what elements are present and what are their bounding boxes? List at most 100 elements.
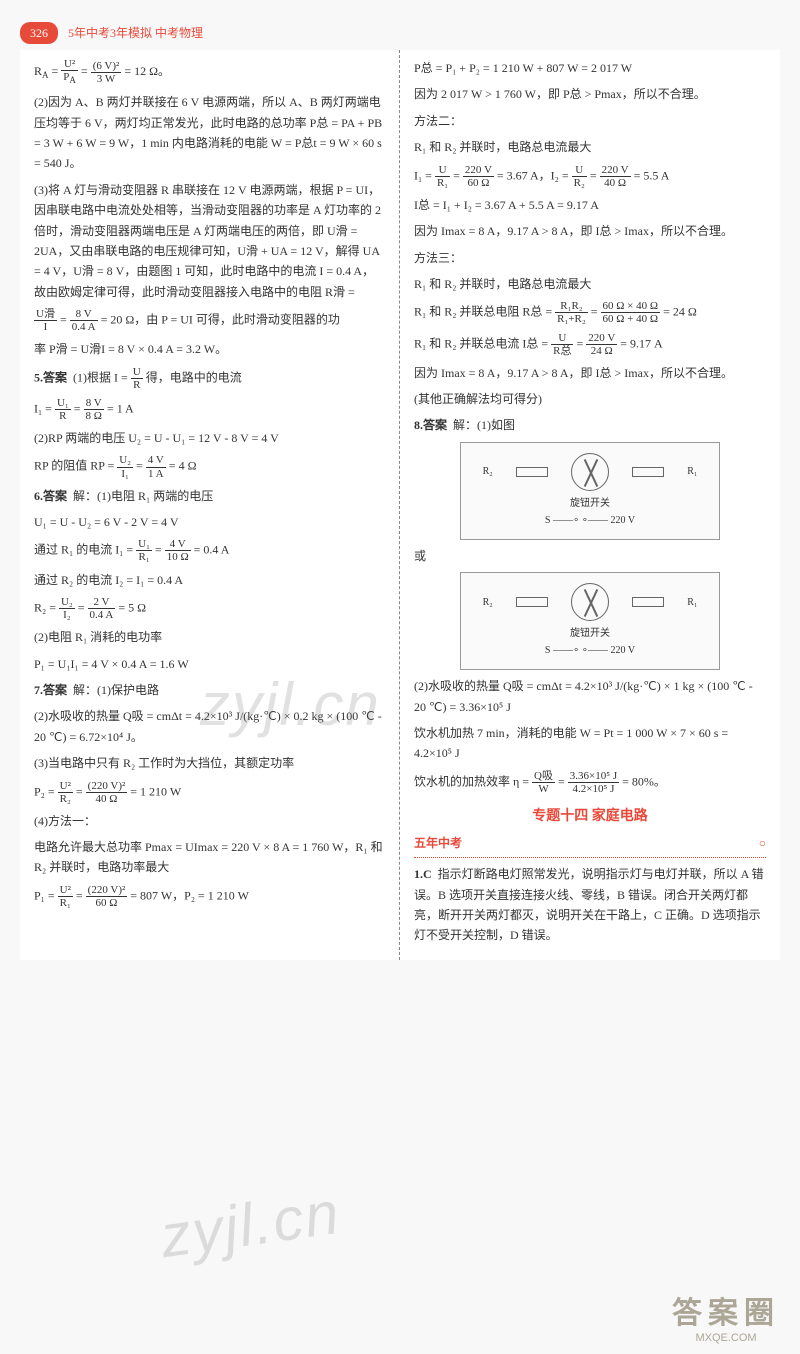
numerator: 60 Ω × 40 Ω — [601, 300, 661, 313]
numerator: U — [572, 164, 587, 177]
q8-p4: 饮水机的加热效率 η = Q吸W = 3.36×10⁵ J4.2×10⁵ J =… — [414, 770, 766, 795]
answer-label: 6.答案 — [34, 489, 67, 503]
circuit-row: R₂ R₁ — [471, 583, 709, 621]
para-3c: 率 P滑 = U滑I = 8 V × 0.4 A = 3.2 W。 — [34, 339, 385, 359]
q1: 1.C 指示灯断路电灯照常发光，说明指示灯与电灯并联，所以 A 错误。B 选项开… — [414, 864, 766, 946]
q6-l1: U₁ = U - U₂ = 6 V - 2 V = 4 V — [34, 512, 385, 532]
fraction: (220 V)²60 Ω — [86, 884, 128, 909]
text: 饮水机的加热效率 η = — [414, 774, 529, 788]
r9: R₁ 和 R₂ 并联时，电路总电流最大 — [414, 274, 766, 294]
denominator: R₁ — [58, 897, 73, 909]
r3: 方法二： — [414, 111, 766, 131]
q6-l4: R₂ = U₂I₂ = 2 V0.4 A = 5 Ω — [34, 596, 385, 621]
r7: 因为 Imax = 8 A，9.17 A > 8 A，即 I总 > Imax，所… — [414, 221, 766, 241]
resistor-icon — [632, 597, 664, 607]
denominator: 60 Ω — [86, 897, 128, 909]
switch-label: 旋钮开关 — [471, 625, 709, 642]
answer-label: 7.答案 — [34, 683, 67, 697]
text: R — [34, 64, 42, 78]
fraction: U滑I — [34, 308, 57, 333]
text: 五年中考 — [414, 836, 462, 850]
denominator: R — [131, 379, 143, 391]
text: = 12 Ω。 — [124, 64, 170, 78]
denominator: 60 Ω + 40 Ω — [601, 313, 661, 325]
fraction: U₁R — [55, 397, 71, 422]
fraction: Q吸W — [532, 770, 555, 795]
text: 通过 R₁ 的电流 I₁ = — [34, 543, 133, 557]
left-column: RA = U²PA = (6 V)²3 W = 12 Ω。 (2)因为 A、B … — [20, 50, 400, 960]
fraction: UR — [131, 366, 143, 391]
text: = 80%。 — [622, 774, 666, 788]
text: 解：(1)电阻 R₁ 两端的电压 — [73, 489, 213, 503]
text: = 4 Ω — [169, 459, 197, 473]
q6: 6.答案 解：(1)电阻 R₁ 两端的电压 — [34, 486, 385, 506]
numerator: U₂ — [117, 454, 133, 467]
text: I₁ = — [414, 168, 432, 182]
text: = 1 210 W — [130, 784, 181, 798]
text: (3)将 A 灯与滑动变阻器 R 串联接在 12 V 电源两端，根据 P = U… — [34, 183, 381, 299]
dot-icon: ○ — [759, 833, 766, 853]
text: 解：(1)如图 — [453, 418, 515, 432]
q7-p4c: P₁ = U²R₁ = (220 V)²60 Ω = 807 W，P₂ = 1 … — [34, 884, 385, 909]
numerator: U₁ — [136, 538, 152, 551]
fraction: U²R₁ — [58, 884, 73, 909]
q5-p3: RP 的阻值 RP = U₂I₁ = 4 V1 A = 4 Ω — [34, 454, 385, 479]
fraction: UR₂ — [572, 164, 587, 189]
numerator: 3.36×10⁵ J — [568, 770, 619, 783]
denominator: W — [532, 783, 555, 795]
denominator: 1 A — [146, 468, 166, 480]
denominator: R₂ — [58, 793, 73, 805]
denominator: 24 Ω — [586, 345, 617, 357]
denominator: 40 Ω — [86, 793, 128, 805]
fraction: 4 V1 A — [146, 454, 166, 479]
resistor-r1-label: R₁ — [687, 594, 697, 611]
text: A — [69, 75, 76, 85]
numerator: Q吸 — [532, 770, 555, 783]
r8: 方法三： — [414, 248, 766, 268]
denominator: R₁ — [136, 551, 152, 563]
fraction: 8 V8 Ω — [84, 397, 104, 422]
page-number: 326 — [20, 22, 58, 44]
text: P₁ = — [34, 888, 55, 902]
text: 220 V — [611, 645, 636, 656]
numerator: 220 V — [586, 332, 617, 345]
q6-l3: 通过 R₂ 的电流 I₂ = I₁ = 0.4 A — [34, 570, 385, 590]
denominator: I — [34, 321, 57, 333]
fraction: U₁R₁ — [136, 538, 152, 563]
numerator: U² — [58, 884, 73, 897]
text: = — [74, 401, 81, 415]
r6: I总 = I₁ + I₂ = 3.67 A + 5.5 A = 9.17 A — [414, 195, 766, 215]
rotary-switch-icon — [571, 453, 609, 491]
fraction: UR₁ — [435, 164, 450, 189]
numerator: U₁ — [55, 397, 71, 410]
r2: 因为 2 017 W > 1 760 W，即 P总 > Pmax，所以不合理。 — [414, 84, 766, 104]
resistor-r2-label: R₂ — [483, 463, 493, 480]
text: P₂ = — [34, 784, 55, 798]
text: = 807 W，P₂ = 1 210 W — [130, 888, 249, 902]
denominator: R₁+R₂ — [555, 313, 588, 325]
numerator: (220 V)² — [86, 780, 128, 793]
fraction: 220 V40 Ω — [600, 164, 631, 189]
numerator: 2 V — [88, 596, 116, 609]
q7-p3: (3)当电路中只有 R₂ 工作时为大挡位，其额定功率 — [34, 753, 385, 773]
logo-small: MXQE.COM — [672, 1332, 780, 1344]
text: = 20 Ω，由 P = UI 可得，此时滑动变阻器的功 — [101, 312, 340, 326]
q8-p3: 饮水机加热 7 min，消耗的电能 W = Pt = 1 000 W × 7 ×… — [414, 723, 766, 764]
text: A — [42, 70, 49, 80]
numerator: 8 V — [70, 308, 98, 321]
r10: R₁ 和 R₂ 并联总电阻 R总 = R₁R₂R₁+R₂ = 60 Ω × 40… — [414, 300, 766, 325]
fraction: 220 V60 Ω — [463, 164, 494, 189]
text: = — [60, 312, 67, 326]
text: R₂ = — [34, 600, 56, 614]
logo-big: 答案圈 — [672, 1288, 780, 1332]
numerator: U² — [61, 58, 78, 71]
eq1: RA = U²PA = (6 V)²3 W = 12 Ω。 — [34, 58, 385, 86]
text: = 0.4 A — [194, 543, 230, 557]
footer-logo: 答案圈 MXQE.COM — [672, 1288, 780, 1344]
fraction: (220 V)²40 Ω — [86, 780, 128, 805]
fraction: 3.36×10⁵ J4.2×10⁵ J — [568, 770, 619, 795]
resistor-icon — [516, 597, 548, 607]
numerator: (6 V)² — [91, 60, 122, 73]
q6-l2: 通过 R₁ 的电流 I₁ = U₁R₁ = 4 V10 Ω = 0.4 A — [34, 538, 385, 563]
r13: (其他正确解法均可得分) — [414, 389, 766, 409]
